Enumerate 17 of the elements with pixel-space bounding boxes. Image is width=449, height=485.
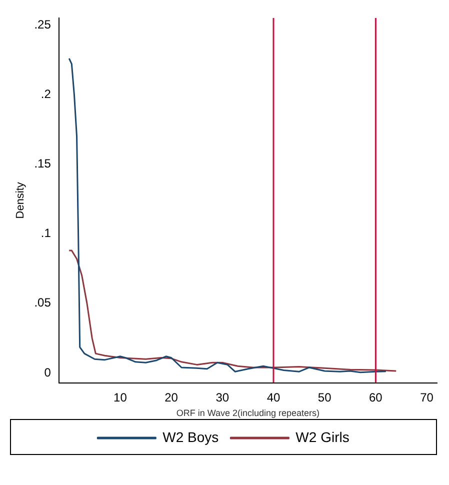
y-tick-label: .25 xyxy=(34,17,52,32)
y-tick-label: .05 xyxy=(34,296,52,310)
x-tick-label: 10 xyxy=(114,390,128,404)
x-tick-label: 50 xyxy=(318,390,332,404)
y-tick-label: .1 xyxy=(40,226,52,240)
y-axis-title: Density xyxy=(14,182,27,219)
x-axis-title: ORF in Wave 2(including repeaters) xyxy=(176,408,320,418)
x-tick-label: 30 xyxy=(216,390,230,404)
x-tick-label: 40 xyxy=(266,390,280,404)
y-tick-label: .15 xyxy=(34,156,52,171)
legend-label: W2 Boys xyxy=(162,428,219,445)
x-tick-label: 20 xyxy=(164,390,178,404)
x-tick-label: 60 xyxy=(369,390,383,404)
y-tick-label: .2 xyxy=(40,86,52,101)
y-tick-label: 0 xyxy=(44,365,52,380)
legend-label: W2 Girls xyxy=(296,428,350,445)
x-tick-label: 70 xyxy=(420,390,434,404)
